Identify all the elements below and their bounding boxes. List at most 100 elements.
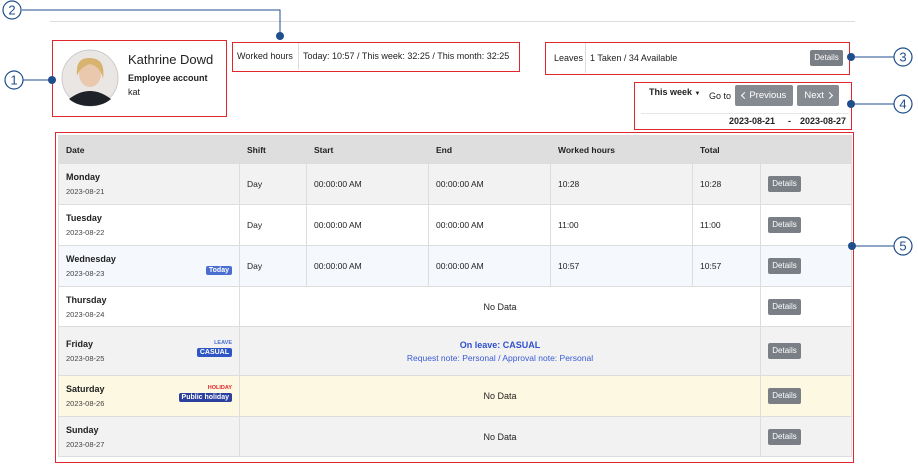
day-name: Tuesday (66, 213, 102, 223)
callout-circle (893, 236, 913, 256)
day-date: 2023-08-23 (66, 269, 105, 278)
details-button[interactable]: Details (768, 343, 801, 359)
table-row: Monday 2023-08-21 Day 00:00:00 AM 00:00:00 A… (58, 163, 852, 205)
table-row: Friday 2023-08-25 LEAVE CASUAL On leave: CAS… (58, 326, 852, 376)
next-button[interactable]: Next (797, 85, 839, 106)
callout-number: 1 (10, 73, 17, 88)
message-cell: On leave: CASUAL Request note: Personal /… (239, 326, 761, 376)
day-date: 2023-08-21 (66, 187, 105, 196)
details-button[interactable]: Details (768, 428, 801, 445)
profile-card: Kathrine Dowd Employee account kat (52, 40, 227, 117)
avatar (61, 49, 119, 107)
column-header: Total (692, 135, 761, 164)
callout-circle (893, 47, 913, 67)
leaves-label: Leaves (546, 43, 586, 73)
callout-circle (893, 94, 913, 114)
message-cell: No Data (239, 375, 761, 417)
divider (641, 113, 849, 114)
top-rule (50, 21, 855, 22)
table-frame: Date Shift Start End Worked hours Total Monda… (55, 132, 854, 463)
day-name: Thursday (66, 294, 107, 305)
date-cell: Tuesday 2023-08-22 (58, 204, 240, 246)
status-badge: Public holiday (178, 392, 232, 402)
details-button[interactable]: Details (768, 258, 801, 274)
column-header: Worked hours (550, 135, 693, 164)
table-row: Tuesday 2023-08-22 Day 00:00:00 AM 00:00:00 … (58, 204, 852, 246)
details-button[interactable]: Details (768, 388, 801, 404)
day-date: 2023-08-22 (66, 228, 105, 237)
range-start: 2023-08-21 (729, 116, 776, 126)
details-button[interactable]: Details (768, 176, 801, 192)
day-name: Sunday (66, 424, 99, 435)
profile-username: kat (128, 87, 141, 97)
action-cell: Details (760, 286, 852, 327)
worked-card: Worked hours Today: 10:57 / This week: 3… (232, 42, 520, 72)
worked-summary: Today: 10:57 / This week: 32:25 / This m… (303, 51, 510, 61)
leaves-details-button[interactable]: Details (810, 50, 843, 66)
previous-button[interactable]: Previous (735, 85, 793, 106)
date-cell: Saturday 2023-08-26 HOLIDAY Public holiday (58, 375, 240, 417)
day-name: Friday (66, 339, 94, 349)
table-row: Saturday 2023-08-26 HOLIDAY Public holiday N… (58, 375, 852, 417)
leaves-summary: 1 Taken / 34 Available (590, 53, 678, 63)
day-name: Wednesday (66, 254, 116, 264)
period-dropdown[interactable]: This week ▼ (649, 87, 701, 97)
worked-cell: 10:57 (550, 245, 693, 287)
table-row: Sunday 2023-08-27 No Data Details (58, 416, 852, 457)
next-label: Next (804, 90, 824, 101)
details-button[interactable]: Details (768, 217, 801, 233)
date-cell: Friday 2023-08-25 LEAVE CASUAL (58, 326, 240, 376)
message-cell: No Data (239, 416, 761, 457)
date-cell: Wednesday 2023-08-23 Today (58, 245, 240, 287)
column-header: End (428, 135, 551, 164)
range-end: 2023-08-27 (800, 116, 847, 126)
callout-number: 3 (899, 50, 906, 65)
action-cell: Details (760, 375, 852, 417)
day-date: 2023-08-27 (66, 439, 105, 449)
message: No Data (483, 431, 517, 442)
action-cell: Details (760, 204, 852, 246)
week-navigator: This week ▼ Go to Previous Next 2023-08-… (634, 82, 852, 130)
date-cell: Sunday 2023-08-27 (58, 416, 240, 457)
action-cell: Details (760, 245, 852, 287)
callout-number: 4 (899, 97, 906, 112)
status-tag: LEAVE (214, 339, 232, 346)
column-header (760, 135, 852, 164)
column-header: Start (306, 135, 429, 164)
status-badge: CASUAL (196, 347, 232, 357)
details-button[interactable]: Details (768, 298, 801, 315)
status-badge: Today (205, 265, 232, 275)
callout-circle (2, 0, 22, 20)
callout-number: 5 (899, 239, 906, 254)
status-tag: HOLIDAY (207, 384, 232, 391)
day-name: Monday (66, 172, 101, 182)
day-date: 2023-08-26 (66, 399, 105, 408)
end-cell: 00:00:00 AM (428, 204, 551, 246)
previous-label: Previous (749, 90, 787, 101)
day-date: 2023-08-24 (66, 309, 105, 319)
callout-circle (4, 70, 24, 90)
day-name: Saturday (66, 384, 105, 394)
message: No Data (483, 391, 517, 401)
action-cell: Details (760, 416, 852, 457)
start-cell: 00:00:00 AM (306, 204, 429, 246)
callout-line (22, 9, 281, 36)
table-row: Wednesday 2023-08-23 Today Day 00:00:00 AM 00… (58, 245, 852, 287)
total-cell: 10:28 (692, 163, 761, 205)
period-label: This week (649, 87, 693, 97)
message: No Data (483, 301, 517, 312)
profile-name: Kathrine Dowd (128, 52, 214, 67)
attendance-table: Date Shift Start End Worked hours Total Monda… (58, 135, 852, 457)
day-date: 2023-08-25 (66, 354, 105, 363)
note: Request note: Personal / Approval note: … (406, 352, 594, 363)
shift-cell: Day (239, 204, 307, 246)
profile-role: Employee account (128, 73, 208, 83)
worked-label: Worked hours (233, 43, 299, 70)
action-cell: Details (760, 326, 852, 376)
callout-number: 2 (8, 3, 15, 18)
message: On leave: CASUAL (459, 339, 541, 350)
range-separator: - (788, 116, 791, 126)
header-row: Date Shift Start End Worked hours Total (58, 135, 852, 164)
